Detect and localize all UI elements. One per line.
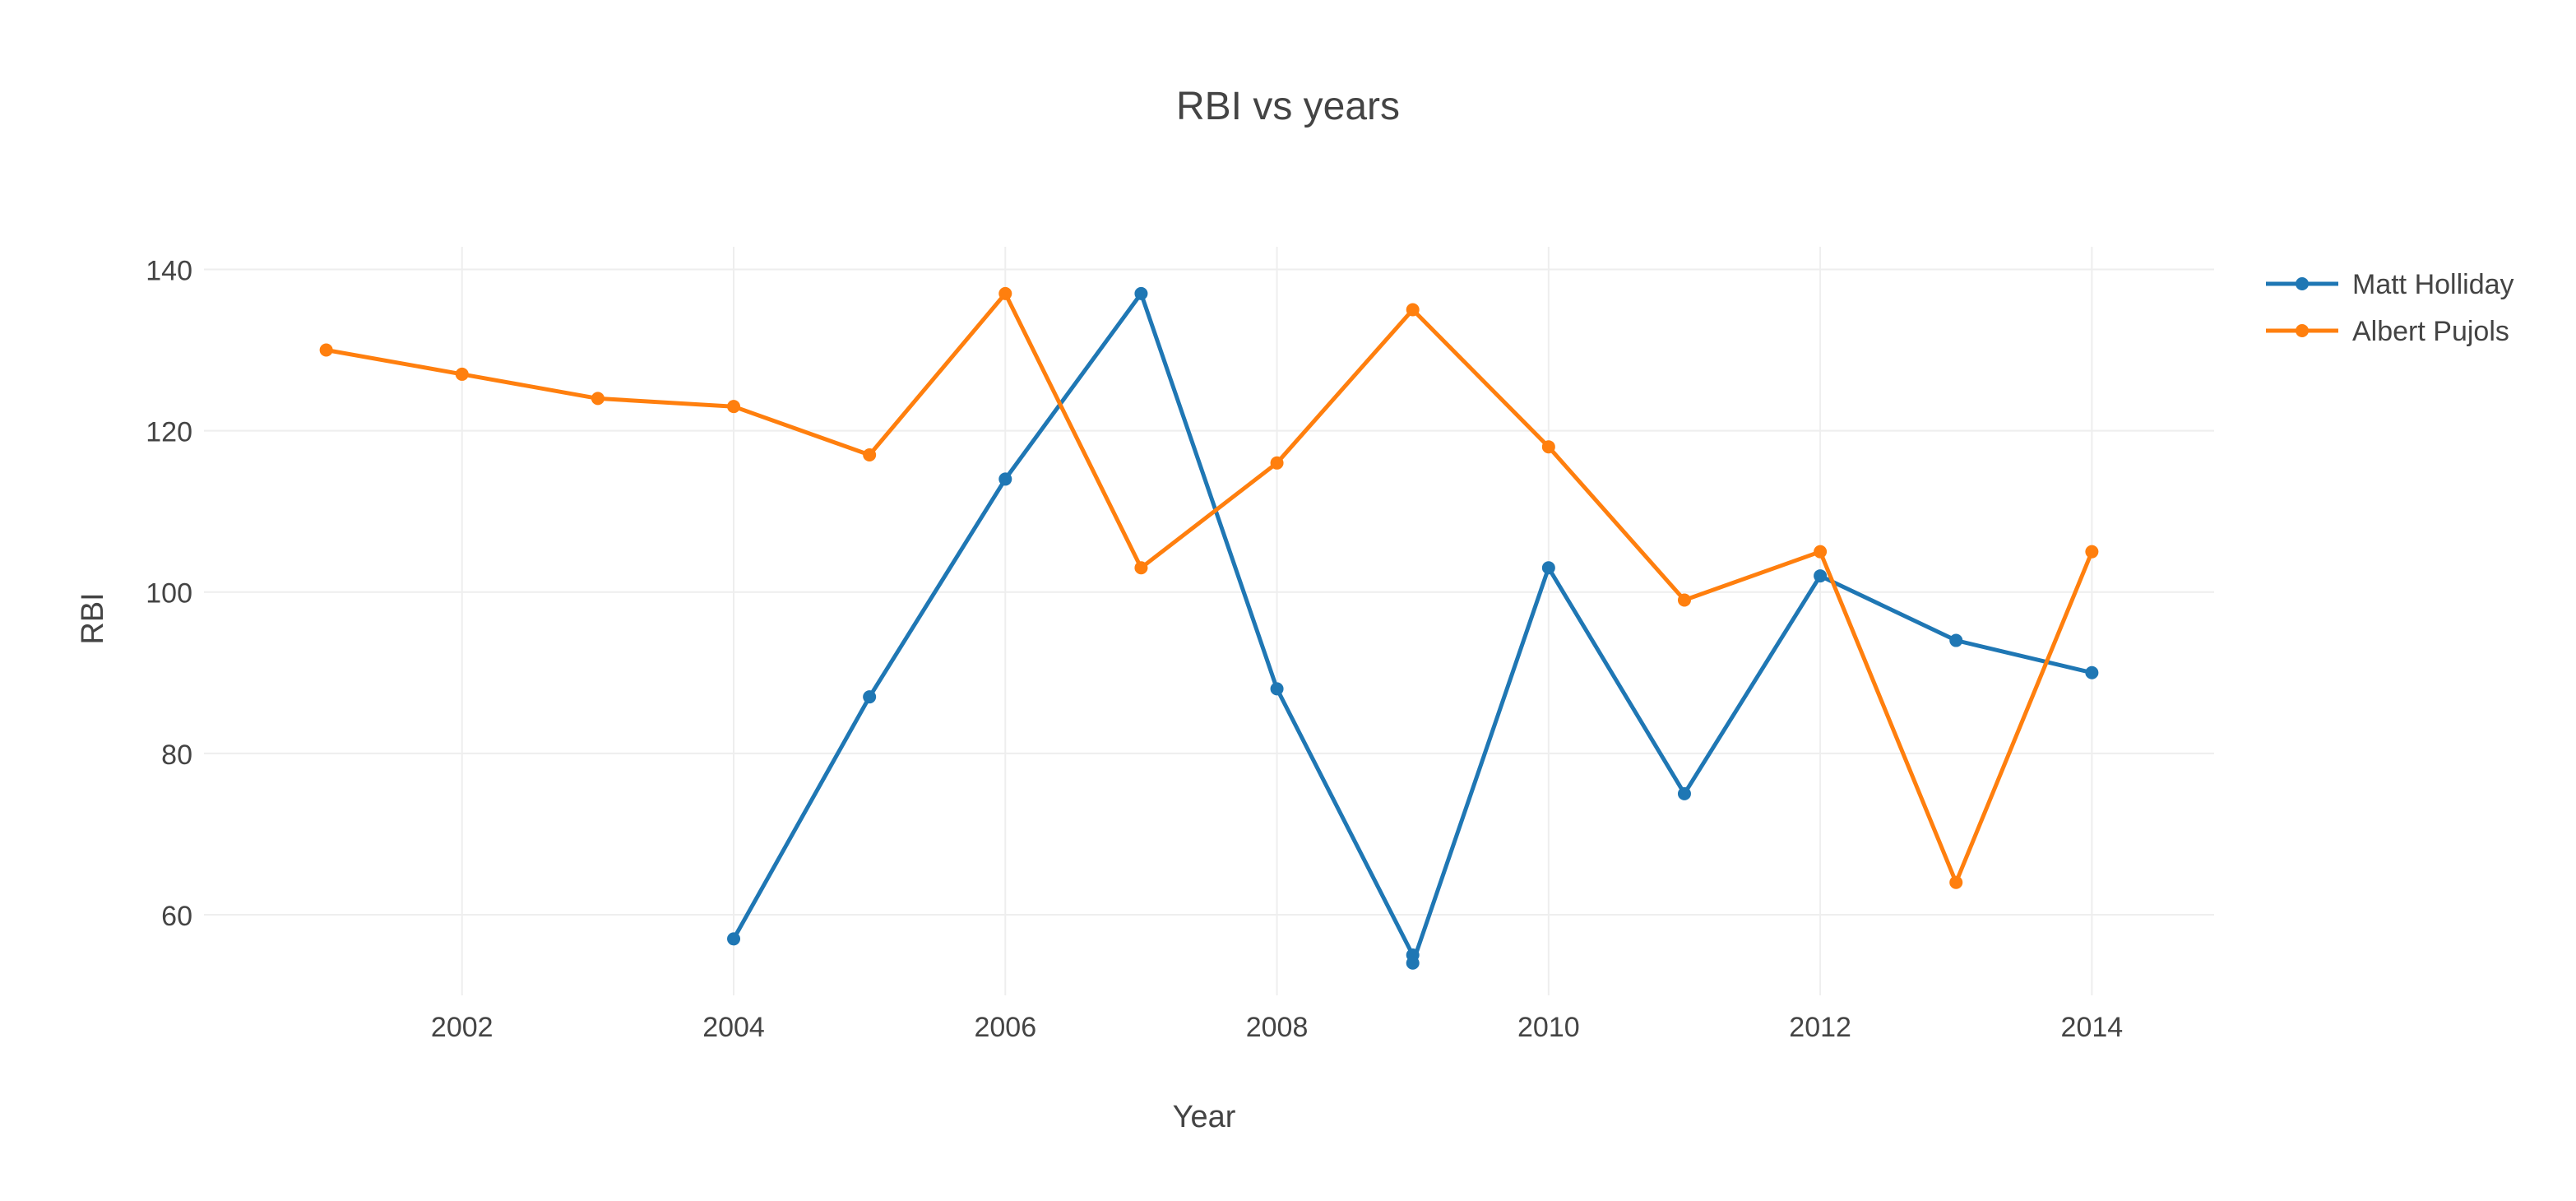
axis-layer: 60 80 100 120 140 2002 2004 2006 2008 2010 2012 201… — [146, 255, 2123, 1043]
data-point — [1270, 682, 1284, 696]
legend: Matt Holliday Albert Pujols — [2266, 269, 2514, 347]
x-tick-label: 2004 — [702, 1012, 765, 1043]
chart-title: RBI vs years — [1176, 85, 1400, 128]
y-tick-label: 60 — [161, 901, 192, 932]
data-point — [1134, 286, 1148, 300]
x-tick-label: 2014 — [2061, 1012, 2124, 1043]
y-tick-label: 100 — [146, 578, 192, 610]
y-tick-label: 120 — [146, 417, 192, 448]
legend-label: Matt Holliday — [2352, 269, 2514, 300]
legend-item: Matt Holliday — [2266, 269, 2514, 300]
data-point — [1541, 561, 1555, 575]
series-line — [324, 291, 2094, 885]
data-point — [1814, 569, 1828, 583]
data-point — [1814, 545, 1828, 559]
data-point — [1677, 786, 1691, 800]
x-tick-label: 2010 — [1517, 1012, 1580, 1043]
data-point — [1406, 303, 1420, 317]
data-point — [1406, 956, 1420, 970]
data-point — [319, 343, 333, 357]
data-point — [998, 286, 1012, 300]
data-point — [1541, 440, 1555, 454]
x-tick-label: 2006 — [974, 1012, 1036, 1043]
legend-swatch-marker — [2296, 324, 2309, 337]
x-tick-label: 2012 — [1789, 1012, 1851, 1043]
series-matt-holliday — [727, 286, 2099, 970]
x-tick-label: 2002 — [431, 1012, 493, 1043]
data-point — [863, 690, 877, 704]
data-point — [863, 447, 877, 461]
y-tick-label: 140 — [146, 255, 192, 286]
data-point — [1134, 561, 1148, 575]
legend-item: Albert Pujols — [2266, 316, 2509, 347]
data-point — [591, 392, 605, 406]
series-line — [731, 291, 2094, 966]
x-tick-label: 2008 — [1246, 1012, 1309, 1043]
data-point — [727, 932, 741, 946]
data-point — [1677, 593, 1691, 607]
data-point — [727, 400, 741, 414]
series-layer — [319, 286, 2099, 970]
data-point — [998, 472, 1012, 486]
legend-label: Albert Pujols — [2352, 316, 2509, 347]
legend-swatch-marker — [2296, 277, 2309, 290]
y-tick-label: 80 — [161, 740, 192, 771]
data-point — [1270, 456, 1284, 470]
series-albert-pujols — [319, 286, 2099, 889]
data-point — [2085, 545, 2099, 559]
data-point — [455, 367, 469, 381]
data-point — [1949, 875, 1963, 889]
x-axis-title: Year — [1173, 1100, 1236, 1134]
y-axis-title: RBI — [76, 592, 110, 644]
data-point — [2085, 665, 2099, 679]
data-point — [1949, 633, 1963, 647]
